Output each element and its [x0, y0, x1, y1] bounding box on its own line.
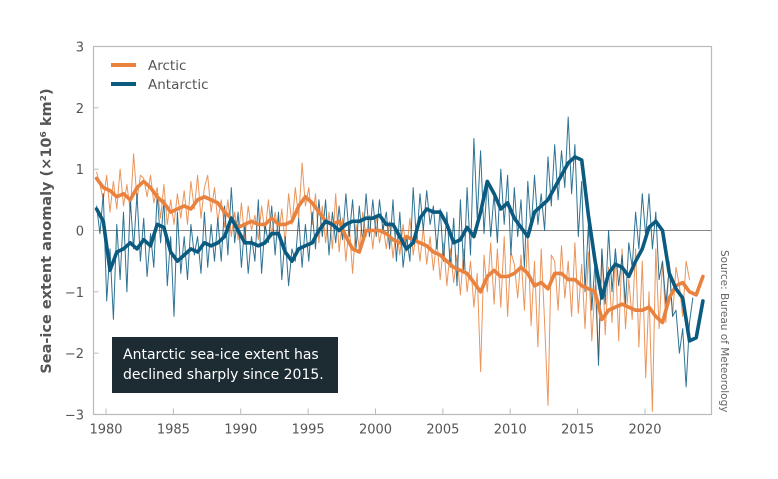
y-tick-label: −3	[65, 409, 84, 424]
y-tick-label: 2	[76, 102, 84, 117]
x-tick-label: 2000	[359, 423, 392, 438]
x-axis: 1980 1985 1990 1995 2000 2005 2010 2015 2020	[89, 408, 662, 438]
y-tick-label: −2	[65, 347, 84, 362]
x-tick-label: 2020	[628, 423, 661, 438]
x-tick-label: 1980	[89, 423, 122, 438]
y-axis-label: Sea-ice extent anomaly (×10⁶ km²)	[39, 88, 55, 373]
x-tick-label: 1995	[292, 423, 325, 438]
y-axis: 3 2 1 0 −1 −2 −3	[65, 41, 99, 424]
x-tick-label: 2015	[561, 423, 594, 438]
source-label: Source: Bureau of Meteorology	[718, 250, 730, 412]
annotation-box: Antarctic sea-ice extent has declined sh…	[112, 337, 338, 393]
legend: Arctic Antarctic	[111, 58, 209, 93]
series-line-antarctic-smoothed	[94, 155, 705, 343]
x-tick-label: 1985	[157, 423, 190, 438]
legend-label-arctic: Arctic	[148, 58, 186, 74]
y-tick-label: −1	[65, 286, 84, 301]
legend-label-antarctic: Antarctic	[148, 77, 209, 93]
series-line-arctic-smoothed	[94, 176, 705, 325]
series-layer	[94, 116, 705, 412]
x-tick-label: 2010	[494, 423, 527, 438]
x-tick-label: 2005	[426, 423, 459, 438]
y-tick-label: 3	[76, 41, 84, 56]
y-tick-label: 0	[76, 225, 84, 240]
annotation-line-1: Antarctic sea-ice extent has	[123, 347, 319, 363]
series-line-arctic-monthly	[96, 153, 690, 412]
y-tick-label: 1	[76, 163, 84, 178]
x-tick-label: 1990	[224, 423, 257, 438]
annotation-line-2: declined sharply since 2015.	[123, 367, 324, 383]
